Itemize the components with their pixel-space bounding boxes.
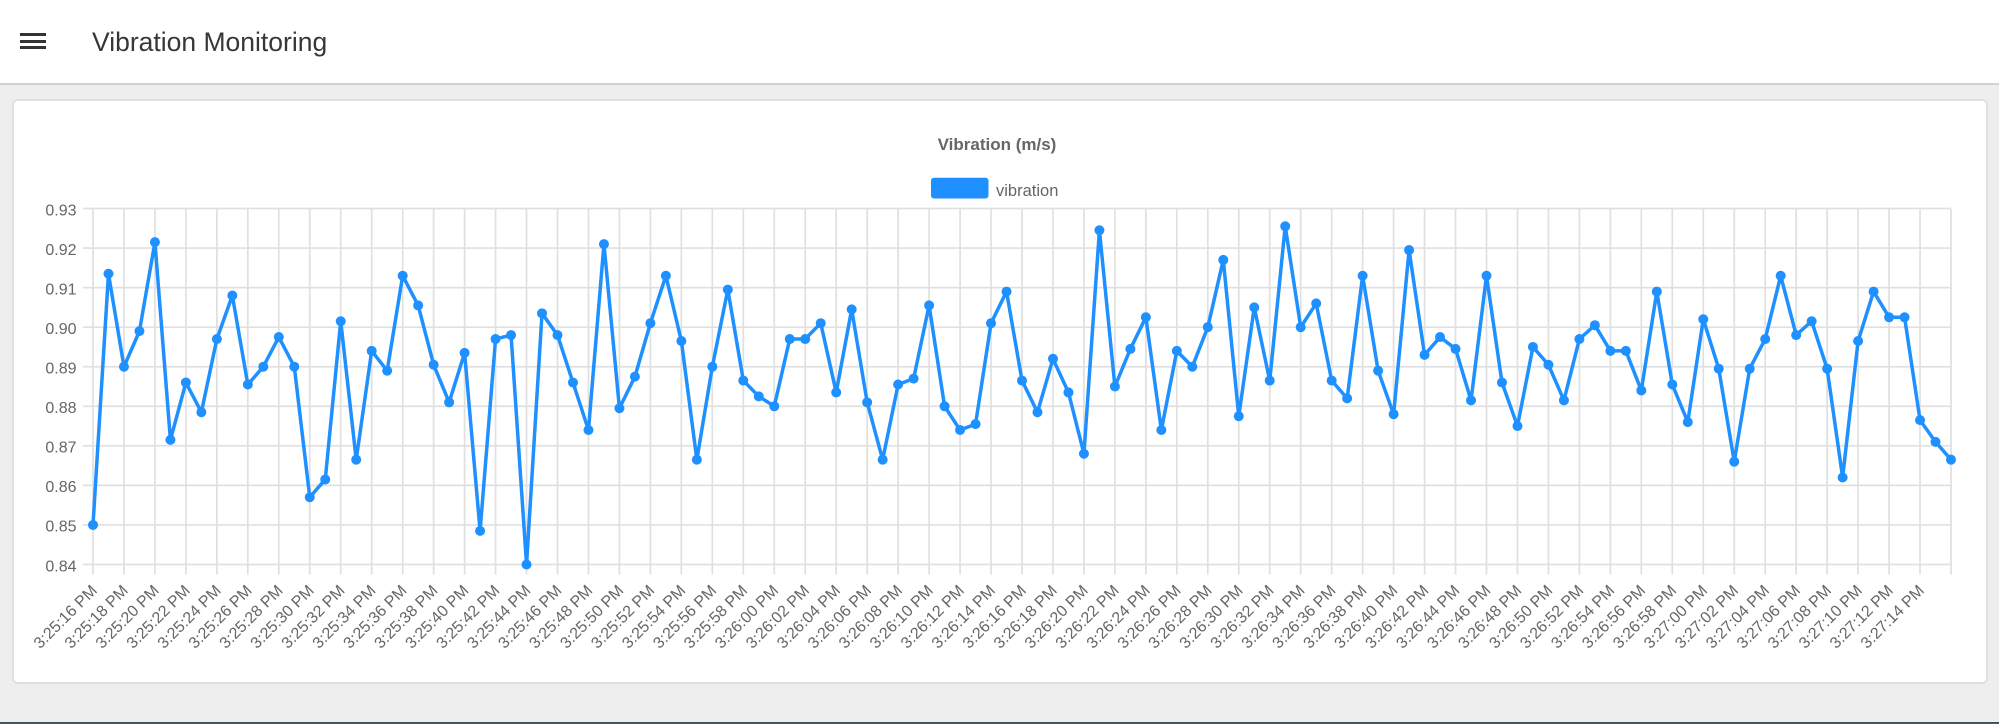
svg-text:0.90: 0.90 <box>45 321 76 338</box>
svg-text:0.91: 0.91 <box>45 281 76 298</box>
svg-text:Vibration (m/s): Vibration (m/s) <box>938 135 1057 154</box>
svg-text:0.89: 0.89 <box>45 361 76 378</box>
svg-text:0.84: 0.84 <box>45 558 76 575</box>
svg-text:0.92: 0.92 <box>45 242 76 259</box>
svg-text:0.85: 0.85 <box>45 519 76 536</box>
svg-text:0.87: 0.87 <box>45 440 76 457</box>
svg-text:0.88: 0.88 <box>45 400 76 417</box>
svg-text:vibration: vibration <box>996 182 1058 200</box>
svg-text:0.86: 0.86 <box>45 479 76 496</box>
svg-text:0.93: 0.93 <box>45 202 76 219</box>
